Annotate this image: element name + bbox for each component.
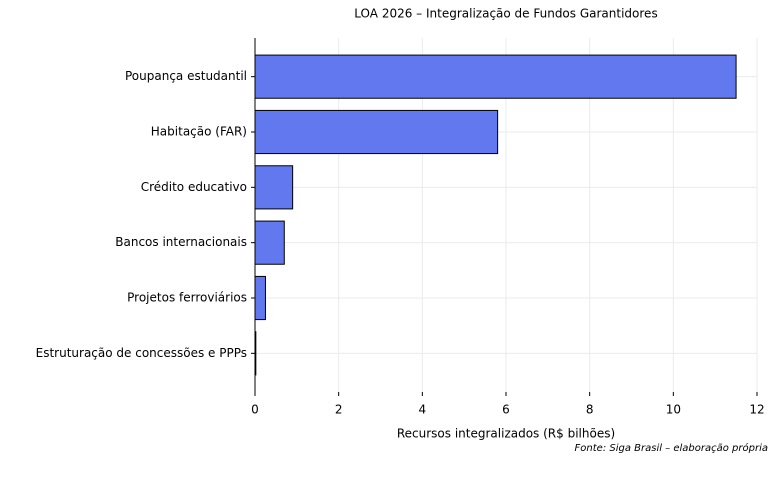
x-axis-label: Recursos integralizados (R$ bilhões) <box>397 427 615 441</box>
bar <box>254 275 266 321</box>
bar <box>254 165 294 210</box>
y-tick-label: Bancos internacionais <box>115 235 247 249</box>
y-tick-label: Estruturação de concessões e PPPs <box>36 346 247 360</box>
bar <box>254 109 499 155</box>
x-tick-label: 12 <box>749 403 764 417</box>
chart-title: LOA 2026 – Integralização de Fundos Gara… <box>354 7 657 21</box>
x-tick-label: 4 <box>419 403 427 417</box>
x-tick-label: 2 <box>335 403 343 417</box>
y-tick-label: Habitação (FAR) <box>151 125 247 139</box>
y-tick-label: Poupança estudantil <box>125 69 247 83</box>
source-note: Fonte: Siga Brasil – elaboração própria <box>575 442 768 454</box>
bar <box>254 54 737 99</box>
bar <box>254 220 285 265</box>
x-tick-label: 8 <box>586 403 594 417</box>
x-tick-label: 10 <box>666 403 681 417</box>
y-tick-label: Projetos ferroviários <box>127 291 247 305</box>
x-tick-label: 6 <box>502 403 510 417</box>
x-tick-label: 0 <box>251 403 259 417</box>
y-tick-label: Crédito educativo <box>141 180 247 194</box>
